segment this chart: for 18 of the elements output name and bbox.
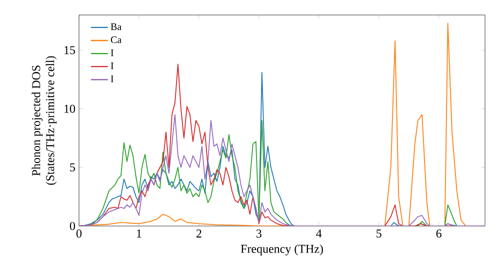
x-tick-label: 1 xyxy=(137,230,142,238)
x-tick-label: 5 xyxy=(376,230,382,238)
y-axis-title: Phonon projected DOS (States/THz·primitive cell) xyxy=(32,56,57,185)
x-tick-label: 3 xyxy=(256,230,262,238)
legend-label: I xyxy=(110,62,114,70)
legend-label: Ba xyxy=(110,23,122,30)
x-tick-label: 2 xyxy=(196,230,202,238)
y-tick-label: 5 xyxy=(70,163,76,172)
x-tick-label: 0 xyxy=(76,230,82,238)
y-tick-label: 0 xyxy=(70,222,76,230)
x-tick-label: 6 xyxy=(436,230,442,238)
y-tick-label: 15 xyxy=(64,46,76,54)
legend-label: I xyxy=(110,76,114,82)
legend-label: Ca xyxy=(110,36,122,44)
y-tick-label: 10 xyxy=(64,104,76,113)
x-tick-label: 4 xyxy=(316,230,322,238)
legend-label: I xyxy=(110,50,114,56)
x-axis-title: Frequency (THz) xyxy=(240,244,323,256)
